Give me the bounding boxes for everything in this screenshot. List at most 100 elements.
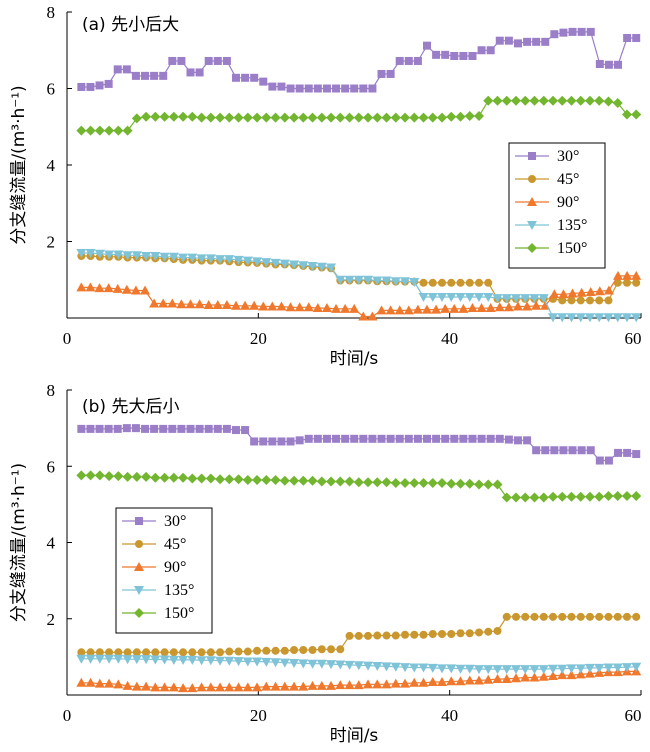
data-point <box>298 261 309 271</box>
data-point <box>298 659 309 669</box>
data-point <box>224 474 235 485</box>
data-point <box>510 492 521 503</box>
data-point <box>159 252 170 262</box>
data-point <box>548 612 557 621</box>
data-point <box>418 292 429 302</box>
y-tick-label: 6 <box>47 457 56 476</box>
data-point <box>316 112 327 123</box>
legend-label: 30° <box>164 513 186 530</box>
data-point <box>268 82 277 91</box>
data-point <box>441 434 450 443</box>
data-point <box>196 254 207 264</box>
data-point <box>382 631 391 640</box>
data-point <box>585 612 594 621</box>
data-point <box>341 434 350 443</box>
legend-marker <box>134 562 144 571</box>
data-point <box>353 680 364 690</box>
data-point <box>141 471 152 482</box>
data-point <box>252 682 263 692</box>
data-point <box>413 434 422 443</box>
data-point <box>335 112 346 123</box>
data-point <box>215 255 226 265</box>
data-point <box>277 82 286 91</box>
data-point <box>353 477 364 488</box>
legend-marker <box>134 608 144 618</box>
data-point <box>233 474 244 485</box>
data-point <box>547 670 558 680</box>
data-point <box>381 477 392 488</box>
y-tick-label: 8 <box>47 381 56 400</box>
data-point <box>584 95 595 106</box>
data-point <box>531 300 542 310</box>
data-point <box>614 60 623 69</box>
data-point <box>467 303 478 313</box>
data-point <box>168 682 179 692</box>
data-point <box>520 665 531 675</box>
data-point <box>538 294 549 304</box>
data-point <box>335 660 346 670</box>
data-point <box>270 474 281 485</box>
data-point <box>566 664 577 674</box>
data-point <box>576 296 585 305</box>
data-point <box>557 664 568 674</box>
data-point <box>187 683 198 693</box>
legend-label: 30° <box>557 148 579 165</box>
data-point <box>77 82 86 91</box>
data-point <box>390 678 401 688</box>
data-point <box>259 77 268 86</box>
data-point <box>222 424 231 433</box>
data-point <box>307 680 318 690</box>
data-point <box>475 628 484 637</box>
data-point <box>456 629 465 638</box>
data-point <box>557 313 568 323</box>
data-point <box>595 60 604 69</box>
data-point <box>464 478 475 489</box>
data-point <box>485 303 496 313</box>
data-point <box>520 672 531 682</box>
legend-marker <box>135 540 143 548</box>
data-point <box>584 663 595 673</box>
data-point <box>401 630 410 639</box>
data-point <box>123 648 132 657</box>
data-point <box>354 631 363 640</box>
data-point <box>350 434 359 443</box>
data-point <box>501 294 512 304</box>
data-point <box>558 296 567 305</box>
data-point <box>307 475 318 486</box>
data-point <box>242 112 253 123</box>
data-point <box>575 491 586 502</box>
data-point <box>243 647 252 656</box>
data-point <box>168 472 179 483</box>
x-tick-label: 20 <box>250 329 267 348</box>
data-point <box>432 50 441 59</box>
data-point <box>447 278 456 287</box>
data-point <box>440 303 451 313</box>
legend-box <box>508 142 606 269</box>
data-point <box>224 656 235 666</box>
data-point <box>483 292 494 302</box>
data-point <box>529 672 540 682</box>
data-point <box>105 648 114 657</box>
data-point <box>418 677 429 687</box>
legend-label: 135° <box>557 217 587 234</box>
data-point <box>532 446 541 455</box>
data-point <box>150 71 159 80</box>
data-point <box>559 28 568 37</box>
data-point <box>122 680 133 690</box>
data-point <box>483 665 494 675</box>
x-tick-label: 40 <box>441 329 458 348</box>
data-point <box>335 275 346 285</box>
data-point <box>76 677 87 687</box>
legend-box <box>115 507 213 634</box>
data-point <box>168 56 177 65</box>
data-point <box>261 112 272 123</box>
data-point <box>204 424 213 433</box>
data-point <box>224 112 235 123</box>
data-point <box>122 125 133 136</box>
data-point <box>504 435 513 444</box>
data-point <box>279 658 290 668</box>
data-point <box>510 95 521 106</box>
data-point <box>538 492 549 503</box>
data-point <box>495 434 504 443</box>
data-point <box>76 248 87 258</box>
